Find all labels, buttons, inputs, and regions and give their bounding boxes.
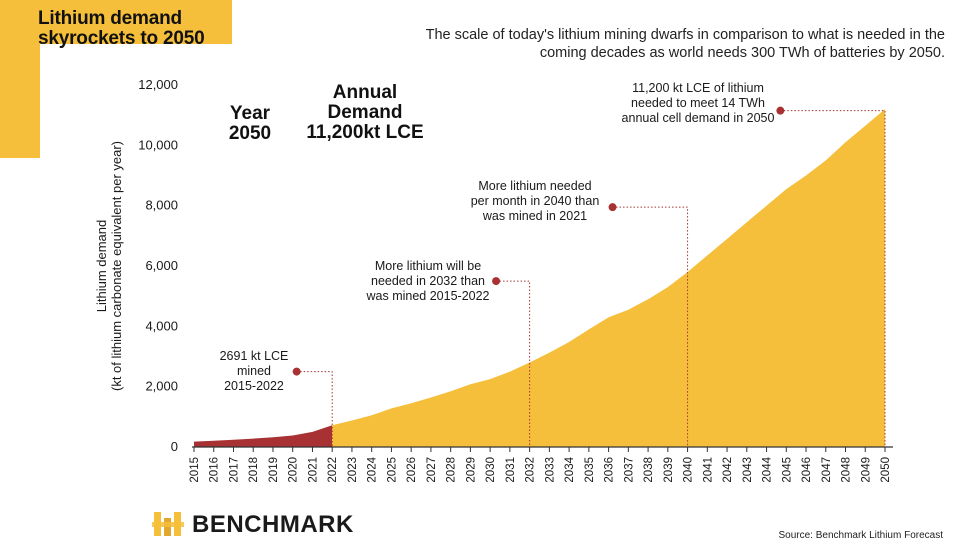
x-tick-label: 2045	[781, 457, 793, 483]
x-tick-label: 2033	[544, 457, 556, 483]
chart-subtitle: The scale of today's lithium mining dwar…	[425, 27, 945, 61]
callout-text: More lithium needed per month in 2040 tha…	[471, 179, 600, 223]
x-tick-label: 2029	[465, 457, 477, 483]
x-tick-label: 2027	[426, 457, 438, 483]
callout-guide-line	[612, 206, 689, 447]
y-tick-label: 8,000	[145, 198, 178, 213]
x-tick-label: 2021	[307, 457, 319, 483]
x-tick-label: 2020	[288, 457, 300, 483]
callout-guide-line	[296, 371, 333, 447]
x-tick-label: 2049	[860, 457, 872, 483]
x-tick-label: 2017	[228, 457, 240, 483]
brand-name: BENCHMARK	[192, 511, 354, 538]
x-tick-label: 2040	[683, 457, 695, 483]
x-tick-label: 2034	[564, 456, 576, 482]
x-tick-label: 2026	[406, 457, 418, 483]
x-tick-label: 2032	[525, 457, 537, 483]
callout-text: 11,200 kt LCE of lithium needed to meet 1…	[622, 81, 775, 125]
benchmark-logo-icon	[152, 512, 184, 536]
y-axis-ticks: 0 2,000 4,000 6,000 8,000 10,000 12,000	[138, 77, 178, 454]
x-tick-label: 2046	[801, 457, 813, 483]
x-tick-label: 2050	[880, 457, 892, 483]
x-tick-label: 2038	[643, 457, 655, 483]
callout-marker	[776, 106, 785, 115]
forecast-area	[332, 109, 885, 447]
area-series	[194, 109, 885, 447]
x-tick-label: 2022	[327, 457, 339, 483]
x-tick-label: 2031	[505, 457, 517, 483]
x-tick-label: 2018	[248, 457, 260, 483]
x-tick-label: 2030	[485, 457, 497, 483]
y-axis-label-text: Lithium demand(kt of lithium carbonate e…	[94, 141, 124, 391]
x-tick-label: 2043	[742, 457, 754, 483]
callout-marker	[608, 203, 617, 212]
annotations: Year 2050 Annual Demand 11,200kt LCE 2691 kt …	[220, 81, 785, 393]
year-2050-label: Year 2050	[229, 103, 271, 144]
left-accent-strip	[0, 44, 40, 158]
x-tick-label: 2028	[446, 457, 458, 483]
page-title: Lithium demand skyrockets to 2050	[38, 8, 205, 49]
x-tick-label: 2019	[268, 457, 280, 483]
y-tick-label: 6,000	[145, 258, 178, 273]
annotation-guides	[296, 110, 886, 447]
title-accent-bar	[0, 0, 232, 44]
x-tick-label: 2036	[604, 457, 616, 483]
callout-text: More lithium will be needed in 2032 than w…	[366, 259, 490, 303]
x-tick-label: 2023	[347, 457, 359, 483]
x-tick-label: 2024	[367, 456, 379, 482]
x-tick-label: 2016	[209, 457, 221, 483]
y-tick-label: 12,000	[138, 77, 178, 92]
x-tick-label: 2039	[663, 457, 675, 483]
x-tick-label: 2048	[841, 457, 853, 483]
historical-area	[194, 425, 333, 447]
callout-text: 2691 kt LCE mined 2015-2022	[220, 349, 289, 393]
callout-marker	[492, 277, 501, 286]
callout-guide-line	[496, 280, 531, 447]
y-tick-label: 4,000	[145, 318, 178, 333]
x-tick-label: 2044	[762, 456, 774, 482]
x-tick-label: 2037	[623, 457, 635, 483]
y-tick-label: 10,000	[138, 137, 178, 152]
callout-marker	[292, 367, 301, 376]
x-tick-label: 2015	[189, 457, 201, 483]
y-axis-label: Lithium demand(kt of lithium carbonate e…	[94, 141, 124, 391]
x-tick-label: 2047	[821, 457, 833, 483]
x-tick-label: 2042	[722, 457, 734, 483]
y-tick-label: 2,000	[145, 379, 178, 394]
source-note: Source: Benchmark Lithium Forecast	[778, 530, 943, 541]
x-tick-label: 2035	[584, 457, 596, 483]
x-axis: 2015 2016 2017 2018 2019 2020 2021 2022 2023 2024…	[189, 446, 893, 483]
x-tick-label: 2025	[386, 457, 398, 483]
benchmark-logo: BENCHMARK	[150, 508, 354, 542]
x-tick-label: 2041	[702, 457, 714, 483]
annual-demand-label: Annual Demand 11,200kt LCE	[306, 82, 423, 143]
y-tick-label: 0	[171, 439, 178, 454]
